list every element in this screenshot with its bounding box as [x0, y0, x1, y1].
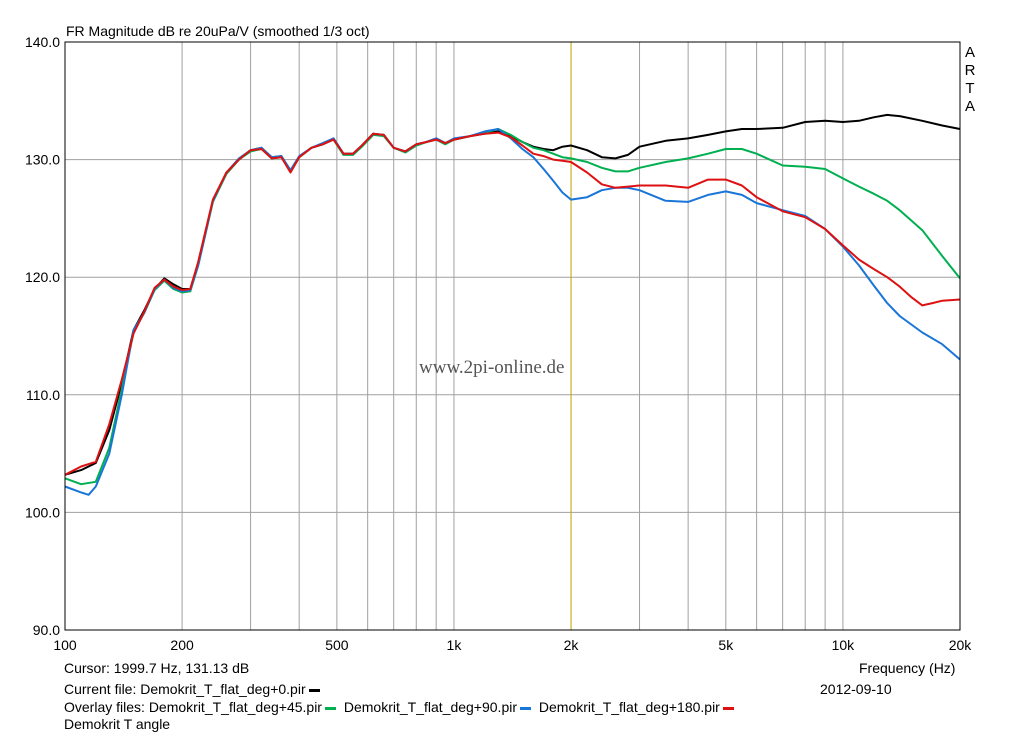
- x-tick-label: 500: [325, 637, 349, 653]
- chart-title: FR Magnitude dB re 20uPa/V (smoothed 1/3…: [66, 23, 370, 39]
- x-tick-label: 1k: [447, 637, 463, 653]
- watermark: www.2pi-online.de: [419, 357, 565, 378]
- legend-swatch-black: [308, 688, 320, 692]
- overlay-prefix: Overlay files:: [64, 699, 145, 715]
- overlay-file-45: Demokrit_T_flat_deg+45.pir: [148, 699, 322, 715]
- brand-letter: R: [964, 62, 976, 79]
- series-layer: [64, 113, 961, 496]
- current-file-label: Current file: Demokrit_T_flat_deg+0.pir: [64, 681, 306, 697]
- y-tick-label: 140.0: [25, 34, 60, 50]
- overlay-file-180: Demokrit_T_flat_deg+180.pir: [538, 699, 720, 715]
- y-tick-label: 120.0: [25, 269, 60, 285]
- x-tick-label: 20k: [949, 637, 973, 653]
- x-tick-label: 5k: [718, 637, 734, 653]
- brand-letter: A: [964, 98, 975, 115]
- x-tick-labels: 100 200 500 1k 2k 5k 10k 20k: [53, 637, 972, 653]
- y-tick-label: 90.0: [33, 622, 60, 638]
- legend-swatch-green: [324, 706, 336, 710]
- x-axis-label: Frequency (Hz): [859, 660, 956, 676]
- y-tick-label: 130.0: [25, 152, 60, 168]
- series-line: [64, 128, 961, 496]
- legend-swatch-blue: [520, 706, 532, 710]
- x-tick-label: 200: [170, 637, 194, 653]
- y-tick-label: 110.0: [26, 387, 60, 403]
- grid-layer: [65, 42, 960, 630]
- x-tick-label: 2k: [564, 637, 580, 653]
- series-line: [64, 131, 961, 476]
- legend-swatch-red: [722, 706, 734, 710]
- series-line: [64, 128, 961, 486]
- overlay-file-90: Demokrit_T_flat_deg+90.pir: [343, 699, 518, 715]
- current-file: Current file: Demokrit_T_flat_deg+0.pir: [64, 681, 320, 697]
- y-tick-labels: 90.0 100.0 110.0 120.0 130.0 140.0: [25, 34, 60, 638]
- cursor-readout: Cursor: 1999.7 Hz, 131.13 dB: [64, 660, 250, 676]
- x-tick-label: 100: [53, 637, 77, 653]
- overlay-files: Overlay files: Demokrit_T_flat_deg+45.pi…: [64, 699, 734, 715]
- description: Demokrit T angle: [64, 716, 171, 732]
- arta-brand: A R T A: [964, 44, 976, 116]
- brand-letter: T: [965, 80, 975, 97]
- brand-letter: A: [964, 44, 975, 61]
- x-tick-label: 10k: [832, 637, 856, 653]
- plot-frame: [64, 41, 961, 631]
- y-tick-label: 100.0: [25, 504, 60, 520]
- measurement-date: 2012-09-10: [820, 681, 892, 697]
